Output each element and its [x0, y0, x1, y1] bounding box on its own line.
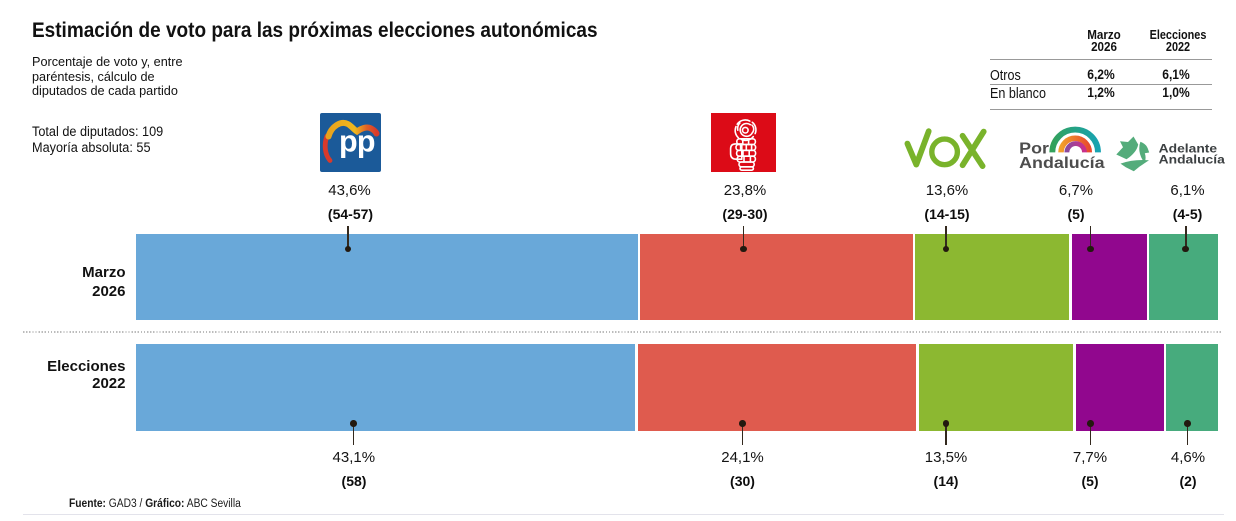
svg-text:Andalucía: Andalucía — [1159, 153, 1226, 167]
svg-text:Andalucía: Andalucía — [1019, 154, 1105, 172]
svg-text:Por: Por — [1019, 140, 1049, 158]
svg-text:Adelante: Adelante — [1159, 142, 1217, 156]
svg-text:pp: pp — [339, 124, 375, 158]
